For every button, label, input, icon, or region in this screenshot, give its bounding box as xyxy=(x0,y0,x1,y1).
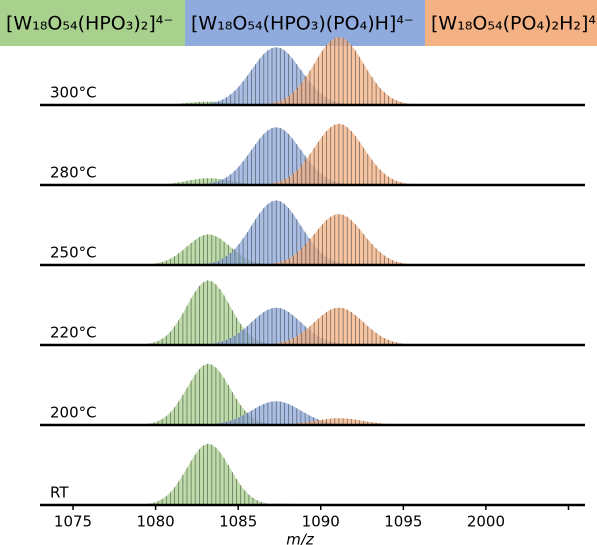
envelope xyxy=(133,234,284,265)
panel-label: 220°C xyxy=(50,324,97,342)
x-tick-label: 1075 xyxy=(54,513,92,531)
legend-swatch xyxy=(185,0,425,46)
envelope xyxy=(133,280,284,345)
x-tick-label: 1080 xyxy=(137,513,175,531)
x-tick-label: 1095 xyxy=(384,513,422,531)
legend-label: [W₁₈O₅₄(PO₄)₂H₂]⁴⁻ xyxy=(431,13,597,35)
legend-swatch xyxy=(425,0,597,46)
panel-label: RT xyxy=(50,484,69,502)
legend-swatch xyxy=(0,0,185,46)
panel-label: 250°C xyxy=(50,244,97,262)
envelope xyxy=(133,178,284,185)
envelope xyxy=(133,101,284,105)
panel-label: 200°C xyxy=(50,404,97,422)
panel-label: 280°C xyxy=(50,164,97,182)
isotope-peaks xyxy=(132,443,283,505)
x-tick-label: 2000 xyxy=(467,513,505,531)
envelope xyxy=(133,363,284,425)
x-tick-label: 1090 xyxy=(302,513,340,531)
legend-label: [W₁₈O₅₄(HPO₃)(PO₄)H]⁴⁻ xyxy=(191,13,414,35)
x-tick-label: 1085 xyxy=(219,513,257,531)
legend-label: [W₁₈O₅₄(HPO₃)₂]⁴⁻ xyxy=(6,13,173,35)
panel-label: 300°C xyxy=(50,84,97,102)
envelope xyxy=(133,443,284,505)
x-axis-label: m/z xyxy=(286,531,315,545)
